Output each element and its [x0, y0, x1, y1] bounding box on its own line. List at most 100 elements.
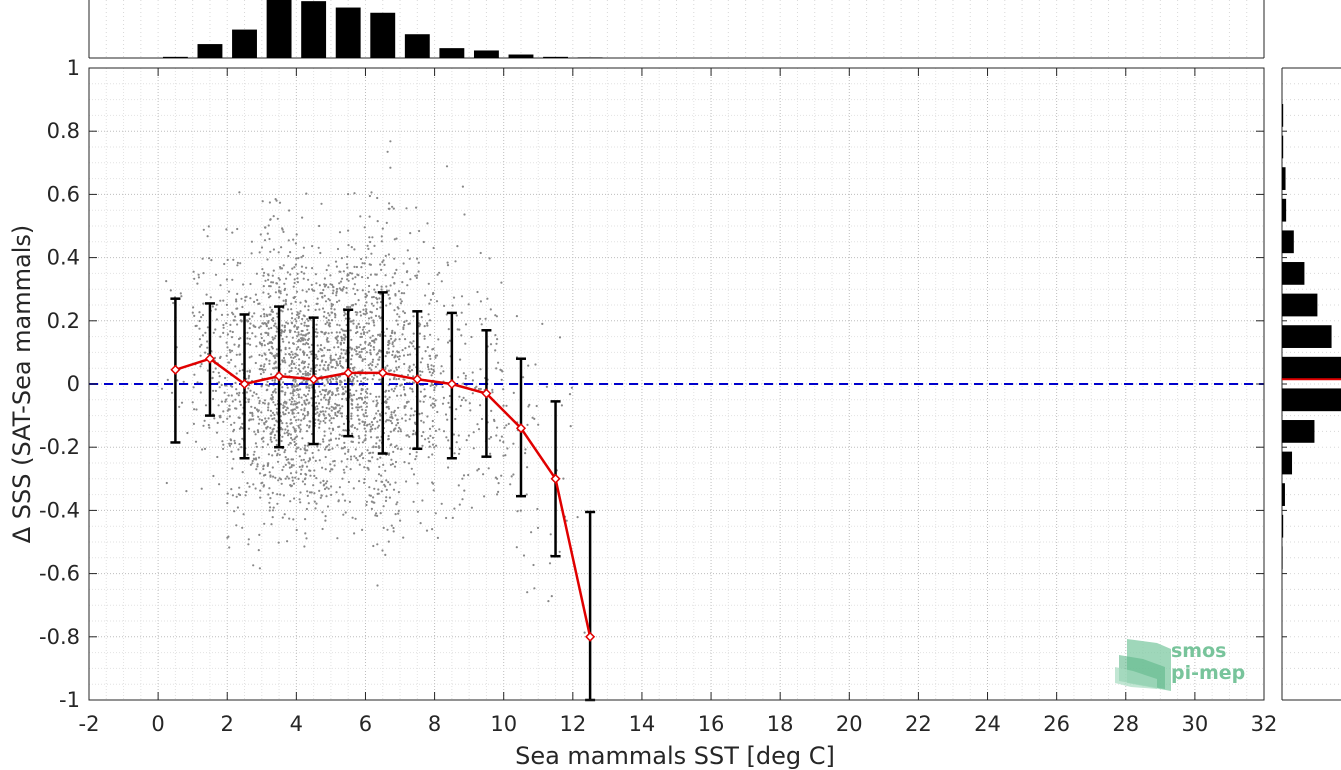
scatter-point: [322, 440, 325, 443]
scatter-point: [300, 256, 303, 259]
scatter-point: [376, 436, 379, 439]
scatter-point: [537, 423, 540, 426]
scatter-point: [338, 331, 341, 334]
scatter-point: [350, 375, 353, 378]
scatter-point: [384, 412, 387, 415]
scatter-point: [267, 321, 270, 324]
scatter-point: [279, 309, 283, 312]
scatter-point: [292, 356, 295, 360]
scatter-point: [258, 368, 261, 371]
x-tick-label: 28: [1112, 712, 1139, 736]
scatter-point: [346, 266, 349, 269]
scatter-point: [312, 456, 315, 459]
scatter-point: [498, 439, 502, 442]
scatter-point: [318, 385, 321, 388]
scatter-point: [330, 319, 334, 322]
scatter-point: [342, 422, 346, 425]
scatter-point: [388, 342, 391, 345]
scatter-point: [367, 343, 370, 346]
scatter-point: [410, 467, 413, 470]
scatter-point: [343, 471, 346, 474]
scatter-point: [366, 466, 369, 469]
scatter-point: [334, 366, 337, 370]
scatter-point: [519, 509, 522, 512]
scatter-point: [402, 262, 405, 265]
scatter-point: [324, 421, 327, 424]
scatter-point: [274, 476, 277, 479]
scatter-point: [458, 328, 461, 331]
scatter-point: [336, 323, 339, 326]
y-tick-label: 1: [67, 56, 80, 80]
scatter-point: [390, 524, 393, 527]
scatter-point: [273, 389, 276, 392]
scatter-point: [532, 563, 535, 567]
scatter-point: [267, 406, 270, 409]
scatter-point: [294, 355, 297, 358]
scatter-point: [428, 319, 432, 322]
scatter-point: [275, 443, 278, 447]
scatter-point: [431, 402, 434, 405]
scatter-point: [384, 499, 388, 502]
scatter-point: [363, 400, 367, 403]
scatter-point: [294, 242, 297, 245]
scatter-point: [427, 282, 430, 285]
scatter-point: [392, 390, 395, 393]
scatter-point: [273, 436, 276, 439]
scatter-point: [351, 403, 354, 406]
scatter-point: [387, 339, 390, 343]
scatter-point: [278, 201, 282, 204]
scatter-point: [329, 432, 332, 435]
scatter-point: [311, 267, 314, 270]
scatter-point: [335, 294, 338, 297]
scatter-point: [279, 334, 283, 337]
scatter-point: [415, 455, 418, 458]
scatter-point: [493, 419, 496, 423]
scatter-point: [286, 425, 289, 428]
scatter-point: [198, 327, 201, 330]
scatter-point: [358, 455, 361, 458]
scatter-point: [304, 395, 307, 398]
scatter-point: [260, 367, 264, 371]
scatter-point: [446, 261, 449, 264]
scatter-point: [324, 360, 327, 364]
scatter-point: [294, 366, 297, 369]
scatter-point: [264, 331, 267, 334]
scatter-point: [282, 465, 285, 468]
scatter-point: [300, 265, 304, 268]
scatter-point: [263, 344, 266, 347]
scatter-point: [309, 420, 312, 423]
scatter-point: [305, 430, 309, 433]
scatter-point: [330, 409, 333, 412]
scatter-point: [369, 425, 373, 428]
scatter-point: [524, 448, 527, 451]
scatter-point: [350, 363, 353, 366]
scatter-point: [315, 355, 318, 358]
scatter-point: [370, 368, 373, 371]
scatter-point: [186, 431, 189, 435]
scatter-point: [448, 406, 451, 409]
scatter-point: [352, 319, 355, 322]
scatter-point: [288, 353, 292, 356]
scatter-point: [329, 470, 332, 473]
scatter-point: [285, 422, 288, 425]
top-hist-bar: [543, 56, 568, 58]
scatter-point: [309, 474, 312, 477]
scatter-point: [342, 286, 345, 289]
scatter-point: [297, 339, 300, 342]
scatter-point: [357, 418, 360, 421]
scatter-point: [299, 337, 302, 340]
scatter-point: [359, 392, 363, 395]
scatter-point: [283, 405, 286, 408]
scatter-point: [347, 306, 350, 309]
scatter-point: [434, 512, 437, 515]
scatter-point: [447, 401, 450, 404]
scatter-point: [357, 299, 360, 302]
scatter-point: [429, 396, 432, 399]
scatter-point: [387, 434, 390, 438]
scatter-point: [251, 315, 254, 318]
scatter-point: [384, 395, 387, 398]
scatter-point: [399, 302, 402, 305]
scatter-point: [339, 270, 342, 273]
scatter-point: [299, 428, 302, 431]
scatter-point: [328, 407, 331, 410]
